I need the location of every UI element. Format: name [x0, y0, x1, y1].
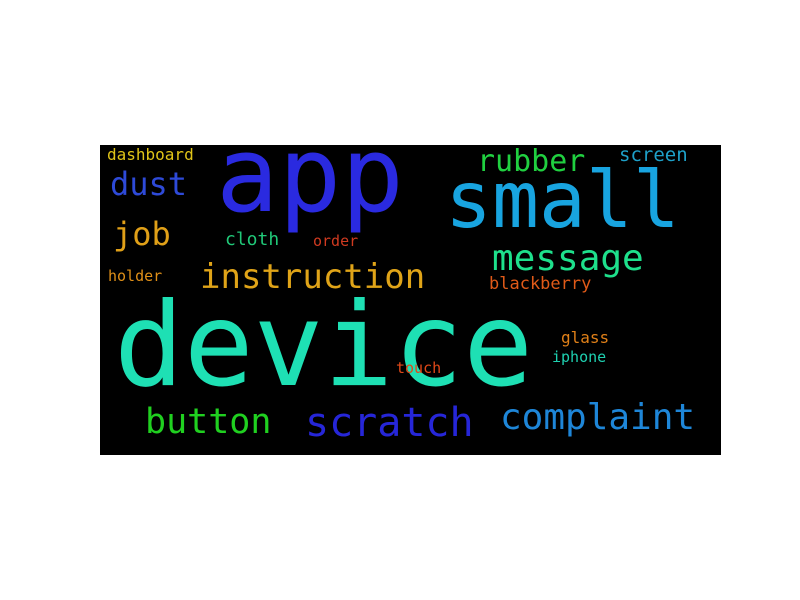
- word-button: button: [145, 402, 272, 442]
- word-cloth: cloth: [225, 229, 280, 250]
- word-scratch: scratch: [305, 400, 474, 446]
- word-cloud: device app small scratch complaint instr…: [100, 145, 721, 455]
- word-app: app: [216, 145, 404, 236]
- word-small: small: [445, 156, 680, 246]
- word-touch: touch: [396, 359, 442, 377]
- word-glass: glass: [561, 328, 610, 347]
- word-iphone: iphone: [552, 348, 607, 366]
- word-order: order: [313, 232, 359, 250]
- word-screen: screen: [619, 145, 688, 166]
- word-complaint: complaint: [500, 397, 696, 438]
- word-blackberry: blackberry: [489, 274, 592, 294]
- word-holder: holder: [108, 267, 163, 285]
- word-dust: dust: [110, 165, 188, 203]
- word-instruction: instruction: [200, 257, 426, 297]
- word-dashboard: dashboard: [107, 145, 194, 164]
- word-message: message: [492, 238, 644, 279]
- word-device: device: [114, 278, 534, 413]
- word-job: job: [113, 215, 171, 253]
- word-rubber: rubber: [477, 145, 586, 179]
